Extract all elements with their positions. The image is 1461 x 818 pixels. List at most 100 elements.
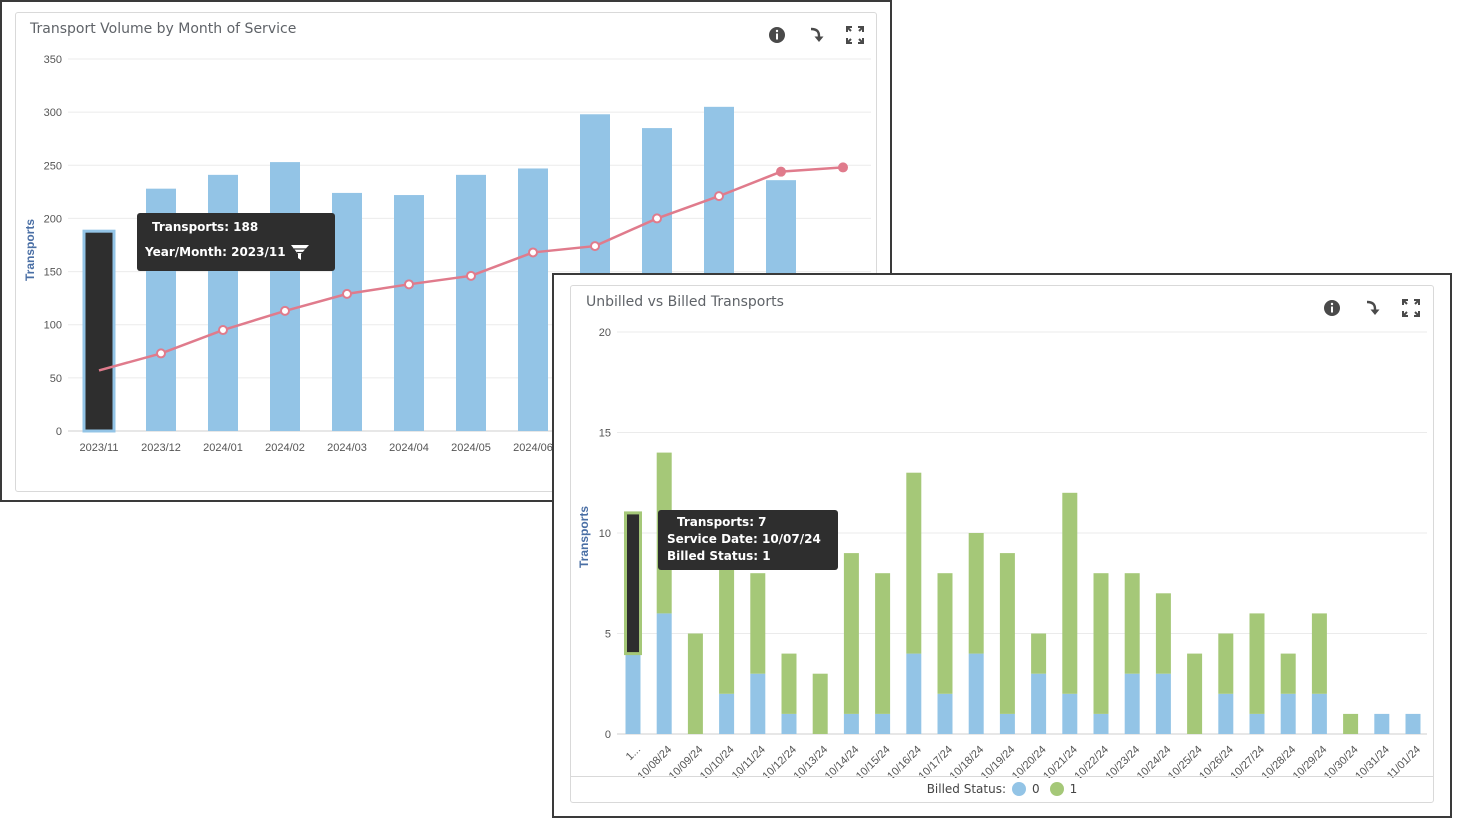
bar-billed-1 — [687, 633, 703, 734]
x-tick-label: 2024/06 — [513, 442, 553, 454]
bar — [518, 168, 548, 431]
bar-billed-0 — [656, 613, 672, 734]
x-tick-label: 2024/02 — [265, 442, 305, 454]
y-tick-label: 50 — [50, 373, 62, 385]
bar-billed-0 — [968, 653, 984, 734]
bar-billed-0 — [1062, 693, 1078, 734]
chart-title: Unbilled vs Billed Transports — [586, 294, 784, 310]
legend-label-0[interactable]: 0 — [1032, 782, 1040, 796]
chart-tooltip: Transports: 188 Year/Month: 2023/11 — [137, 213, 335, 271]
line-point — [466, 270, 476, 281]
info-icon[interactable] — [1321, 297, 1343, 319]
line-point — [590, 241, 600, 252]
legend-label-1[interactable]: 1 — [1069, 782, 1078, 796]
y-tick-label: 10 — [599, 528, 611, 540]
bar-billed-1 — [1249, 613, 1265, 714]
x-tick-label: 11/01/24 — [1385, 744, 1423, 778]
y-tick-label: 15 — [599, 428, 611, 440]
drill-arrow-icon[interactable] — [1362, 297, 1384, 319]
bar-billed-1 — [624, 511, 642, 656]
bar-billed-0 — [906, 653, 922, 734]
bar-billed-1 — [781, 653, 797, 714]
x-tick-label: 2024/05 — [451, 442, 491, 454]
bar-billed-0 — [937, 693, 953, 734]
bar-billed-0 — [1124, 673, 1140, 734]
bar-billed-0 — [719, 693, 735, 734]
y-tick-label: 250 — [44, 160, 62, 172]
line-point — [838, 162, 848, 173]
bar-billed-0 — [1155, 673, 1171, 734]
bar-billed-1 — [875, 573, 891, 714]
bar-billed-0 — [781, 713, 797, 734]
bar — [394, 195, 424, 431]
bar — [270, 162, 300, 431]
line-point — [714, 191, 724, 202]
bar-billed-0 — [999, 713, 1015, 734]
bar-billed-1 — [999, 553, 1015, 714]
bar-billed-1 — [1155, 593, 1171, 674]
bar-billed-0 — [843, 713, 859, 734]
y-tick-label: 300 — [44, 107, 62, 119]
bar-billed-1 — [1343, 713, 1359, 734]
tooltip-line: Service Date: 10/07/24 — [667, 532, 821, 546]
legend-divider — [571, 776, 1433, 777]
bar-billed-1 — [812, 673, 828, 734]
tooltip-line: Transports: 188 — [152, 220, 259, 234]
line-point — [218, 325, 228, 336]
bar-billed-1 — [1280, 653, 1296, 694]
bar-billed-1 — [1124, 573, 1140, 674]
legend-title: Billed Status: — [926, 782, 1007, 796]
legend-swatch-0[interactable] — [1012, 782, 1027, 796]
x-tick-label: 1... — [624, 744, 643, 763]
line-point — [280, 305, 290, 316]
billed-transports-chart: 05101520Transports1...10/08/2410/09/2410… — [577, 327, 1427, 778]
info-icon[interactable] — [766, 24, 788, 46]
chart-legend: Billed Status: 0 1 — [571, 782, 1433, 796]
bar-billed-1 — [1062, 492, 1078, 694]
y-tick-label: 100 — [44, 320, 62, 332]
y-tick-label: 0 — [605, 729, 611, 741]
line-point — [156, 348, 166, 359]
bar-billed-0 — [625, 653, 641, 734]
expand-icon[interactable] — [1400, 297, 1422, 319]
bar — [82, 229, 116, 433]
bar-billed-1 — [906, 472, 922, 654]
bar-billed-0 — [1405, 713, 1421, 734]
bar-billed-0 — [1249, 713, 1265, 734]
chart-title: Transport Volume by Month of Service — [30, 21, 297, 37]
y-axis-label: Transports — [577, 506, 591, 568]
bar-billed-1 — [1311, 613, 1327, 694]
bar-billed-0 — [1031, 673, 1047, 734]
drill-arrow-icon[interactable] — [806, 24, 828, 46]
y-tick-label: 0 — [56, 426, 62, 438]
x-tick-label: 2023/11 — [80, 442, 119, 454]
bar-billed-0 — [1280, 693, 1296, 734]
y-tick-label: 5 — [605, 629, 611, 641]
bar-billed-1 — [1093, 573, 1109, 714]
y-tick-label: 200 — [44, 213, 62, 225]
bar-billed-1 — [1218, 633, 1234, 694]
expand-icon[interactable] — [844, 24, 866, 46]
bar — [332, 192, 362, 431]
y-tick-label: 20 — [599, 327, 611, 339]
line-point — [342, 288, 352, 299]
line-point — [528, 247, 538, 258]
y-tick-label: 350 — [44, 54, 62, 66]
bar-billed-0 — [1093, 713, 1109, 734]
bar-billed-0 — [1218, 693, 1234, 734]
bar-billed-0 — [1374, 713, 1390, 734]
chart-tooltip: Transports: 7 Service Date: 10/07/24 Bil… — [658, 510, 838, 570]
funnel-icon — [290, 242, 310, 262]
line-point — [652, 213, 662, 224]
billed-transports-card: Unbilled vs Billed Transports 0 5 10 15 20 Tr… — [570, 285, 1434, 803]
bar-billed-1 — [937, 573, 953, 694]
line-point — [776, 166, 786, 177]
bar-billed-1 — [1031, 633, 1047, 674]
tooltip-line: Year/Month: 2023/11 — [145, 244, 286, 259]
bar-billed-1 — [843, 553, 859, 714]
tooltip-line: Transports: 7 — [677, 515, 767, 529]
legend-swatch-1[interactable] — [1049, 782, 1064, 796]
bar-billed-1 — [1187, 653, 1203, 734]
bar-billed-0 — [750, 673, 766, 734]
y-tick-label: 150 — [44, 267, 62, 279]
